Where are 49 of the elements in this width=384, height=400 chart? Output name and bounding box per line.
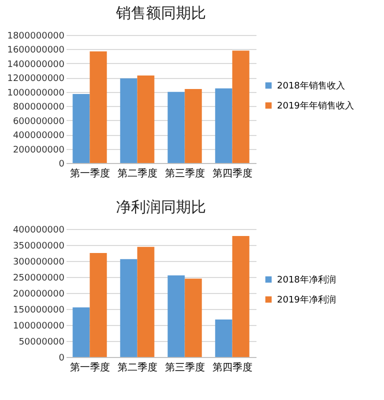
x-tick-label: 第一季度 — [70, 168, 110, 180]
y-tick-label: 1600000000 — [7, 46, 65, 56]
legend-label: 2018年销售收入 — [277, 80, 345, 92]
legend-label: 2019年净利润 — [277, 294, 336, 306]
y-tick-label: 1400000000 — [7, 60, 65, 70]
bar — [90, 51, 107, 163]
bar — [184, 89, 202, 163]
legend-label: 2019年年销售收入 — [277, 100, 354, 112]
y-tick-label: 600000000 — [12, 116, 65, 127]
bar — [90, 253, 107, 357]
bar — [168, 275, 185, 357]
y-tick-label: 150000000 — [12, 306, 65, 316]
x-tick-label: 第三季度 — [164, 362, 205, 374]
bar — [120, 259, 138, 357]
bar — [120, 78, 138, 163]
legend-label: 2018年净利润 — [277, 274, 336, 286]
x-tick-label: 第三季度 — [164, 168, 205, 180]
bar — [137, 246, 154, 357]
y-tick-label: 350000000 — [12, 242, 65, 252]
chart-title: 净利润同期比 — [116, 198, 206, 216]
bar — [168, 92, 185, 163]
y-tick-label: 300000000 — [12, 258, 65, 268]
x-tick-label: 第二季度 — [117, 168, 158, 180]
y-tick-label: 100000000 — [12, 322, 65, 332]
bar — [72, 307, 90, 357]
y-tick-label: 250000000 — [12, 274, 65, 284]
bar — [137, 76, 154, 163]
y-tick-label: 1200000000 — [7, 74, 65, 84]
bar — [215, 88, 232, 163]
y-tick-label: 200000000 — [12, 290, 65, 300]
y-tick-label: 400000000 — [12, 226, 65, 236]
bar — [215, 320, 232, 357]
x-tick-label: 第四季度 — [212, 168, 252, 180]
x-tick-label: 第二季度 — [117, 362, 158, 374]
y-tick-label: 0 — [58, 354, 65, 364]
bar — [72, 94, 90, 163]
y-tick-label: 1000000000 — [7, 88, 65, 98]
x-tick-label: 第四季度 — [212, 362, 252, 374]
x-tick-label: 第一季度 — [70, 362, 110, 374]
y-tick-label: 200000000 — [12, 145, 65, 156]
y-tick-label: 800000000 — [12, 102, 65, 113]
y-tick-label: 50000000 — [18, 338, 65, 348]
bar — [184, 278, 202, 357]
y-tick-label: 400000000 — [12, 131, 65, 142]
y-tick-label: 0 — [58, 160, 65, 170]
bar — [232, 236, 250, 357]
y-tick-label: 1800000000 — [7, 32, 65, 42]
chart-title: 销售额同期比 — [115, 4, 206, 22]
bar — [232, 50, 250, 163]
